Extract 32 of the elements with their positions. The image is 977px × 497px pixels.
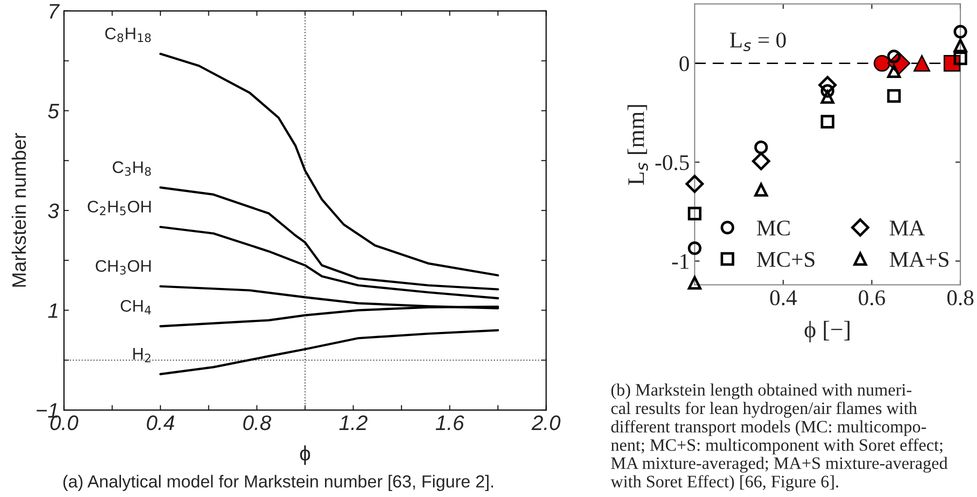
x-tick-label: 0.4 <box>770 290 797 306</box>
y-axis-title: L$_{s}$ [mm] <box>627 105 648 185</box>
text: (a) Analytical model for Markstein number [63, Figure 2]. <box>63 474 494 492</box>
legend-label: MA+S <box>890 252 948 267</box>
x-axis-title: ϕ [−] <box>804 320 850 342</box>
y-tick-label: 1 <box>48 303 58 318</box>
series-label: C$_{2}$H$_{5}$OH <box>88 200 151 216</box>
y-axis-title: Markstein number <box>12 132 26 287</box>
y-tick-label: -1 <box>672 254 688 269</box>
y-tick-label: 3 <box>48 203 59 218</box>
x-tick-label: 0.4 <box>146 415 174 430</box>
legend-label: MA <box>890 220 925 236</box>
x-tick-label: 0.8 <box>947 290 974 306</box>
x-tick-label: 1.6 <box>436 415 464 430</box>
series-label: CH$_{3}$OH <box>96 260 151 275</box>
text: (b) Markstein length obtained with numeri- cal results for lean hydrogen/air flames with different transport models (MC: multicompo- nent; MC+S: multicomponent with Soret effect; MA mixture-averaged; MA+S mixture-averaged with Soret Effect) [66, Figure 6]. <box>610 383 948 492</box>
series-label: H$_{2}$ <box>133 348 150 362</box>
x-axis-title: ϕ <box>300 445 310 465</box>
x-tick-label: 2.0 <box>532 415 560 430</box>
x-tick-label: 0.6 <box>858 290 886 306</box>
ref-line-label: L$_{s}$ = 0 <box>730 32 786 52</box>
legend-label: MC <box>756 220 790 236</box>
series-label: CH$_{4}$ <box>120 300 151 314</box>
x-tick-label: 1.2 <box>339 415 368 430</box>
legend-label: MC+S <box>756 252 814 267</box>
y-tick-label: -0.5 <box>655 155 689 170</box>
x-tick-label: 0.8 <box>243 415 272 430</box>
series-label: C$_{8}$H$_{18}$ <box>105 28 151 42</box>
y-tick-label: 5 <box>48 104 60 118</box>
series-label: C$_{3}$H$_{8}$ <box>112 161 151 176</box>
y-tick-label: 7 <box>50 4 60 18</box>
y-tick-label: 0 <box>680 56 689 72</box>
